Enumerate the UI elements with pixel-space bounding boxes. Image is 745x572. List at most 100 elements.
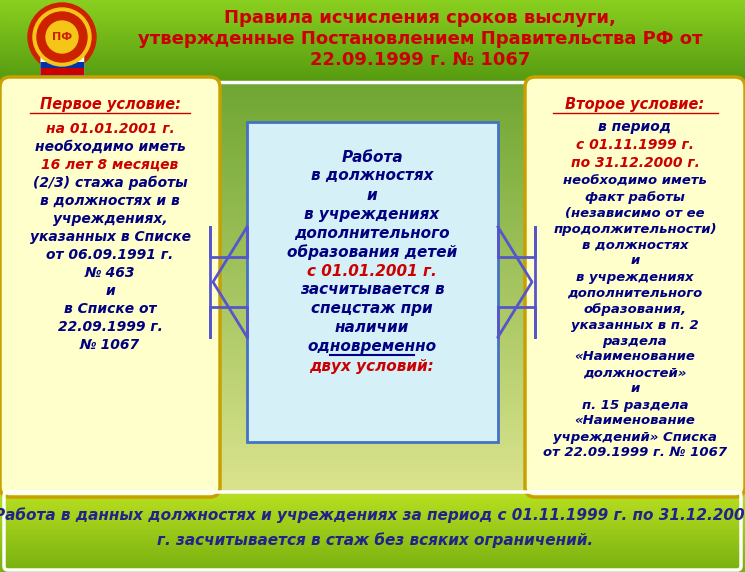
Bar [0,208,745,209]
Bar [0,22,745,23]
Bar [0,247,745,248]
Bar [0,281,745,282]
Bar [0,237,745,238]
Bar [0,59,745,60]
Bar [0,37,745,38]
Bar [0,481,745,482]
Bar [0,89,745,90]
Bar [0,291,745,292]
Bar [0,184,745,185]
Bar [0,444,745,445]
Text: 16 лет 8 месяцев: 16 лет 8 месяцев [42,158,179,172]
Bar [0,7,745,8]
Bar [0,398,745,399]
Bar [0,540,745,541]
Circle shape [46,21,78,53]
Bar [0,51,745,52]
Bar [0,16,745,17]
Bar [0,565,745,566]
Bar [0,240,745,241]
Bar [0,135,745,136]
Bar [0,121,745,122]
Bar [0,381,745,382]
Bar [0,432,745,433]
Text: дополнительного: дополнительного [568,287,703,300]
Bar [0,550,745,551]
Bar [0,23,745,24]
Bar [0,253,745,254]
Bar [0,496,745,497]
Bar [0,35,745,36]
Bar [0,517,745,518]
Bar [0,507,745,508]
Bar [0,471,745,472]
Bar [0,100,745,101]
Bar [0,270,745,271]
Bar [0,396,745,397]
Bar [0,111,745,112]
Bar [0,6,745,7]
Bar [0,128,745,129]
Bar [0,151,745,152]
Bar [0,492,745,493]
Bar [0,515,745,516]
Bar [0,260,745,261]
Bar [0,242,745,243]
Bar [0,292,745,293]
Bar [0,305,745,306]
Bar [0,401,745,402]
Bar [0,18,745,19]
Bar [0,435,745,436]
Bar [0,209,745,210]
Bar [0,20,745,21]
Bar [0,357,745,358]
Bar [0,30,745,31]
Bar [0,293,745,294]
Bar [0,239,745,240]
Bar [0,44,745,45]
Bar [0,526,745,527]
Text: Первое условие:: Первое условие: [39,97,180,113]
Bar [0,522,745,523]
Bar [0,19,745,20]
Bar [0,544,745,545]
Bar [0,366,745,367]
Bar [0,183,745,184]
Bar [0,226,745,227]
Bar [0,0,745,1]
Bar [0,510,745,511]
Bar [0,284,745,285]
Bar [0,273,745,274]
Bar [0,546,745,547]
Bar [0,41,745,42]
Bar [0,430,745,431]
Bar [0,91,745,92]
Bar [0,382,745,383]
Bar [0,394,745,395]
Bar [0,40,745,41]
Bar [0,153,745,154]
Bar [0,169,745,170]
Bar [0,510,745,511]
Bar [0,342,745,343]
Bar [0,489,745,490]
Bar [0,62,745,63]
Bar [0,373,745,374]
Bar [0,505,745,506]
Bar [0,72,745,73]
Bar [0,180,745,181]
Bar [0,32,745,33]
Bar [0,318,745,319]
Bar [0,475,745,476]
Bar [0,80,745,81]
Bar [0,297,745,298]
Bar [0,85,745,86]
Bar [0,283,745,284]
Bar [0,33,745,34]
Bar [0,322,745,323]
Bar [0,446,745,447]
Bar [0,79,745,80]
Bar [0,279,745,280]
Bar [0,415,745,416]
Text: в учреждениях: в учреждениях [576,271,694,284]
